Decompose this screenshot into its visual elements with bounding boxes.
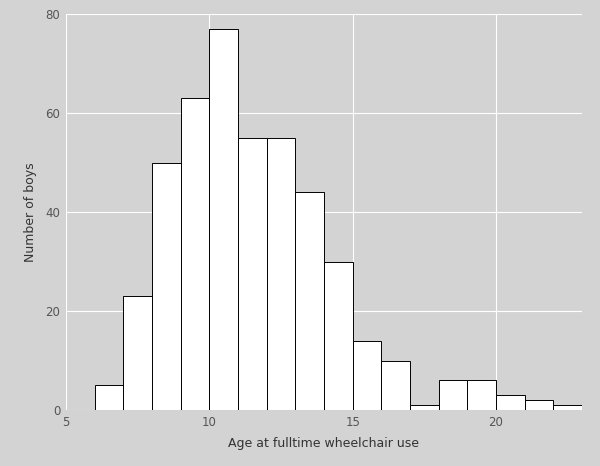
Bar bbox=[439, 380, 467, 410]
Bar bbox=[181, 98, 209, 410]
Y-axis label: Number of boys: Number of boys bbox=[24, 162, 37, 262]
Bar bbox=[410, 405, 439, 410]
Bar bbox=[152, 163, 181, 410]
Bar bbox=[553, 405, 582, 410]
Bar bbox=[238, 138, 266, 410]
Bar bbox=[353, 341, 382, 410]
Bar bbox=[95, 385, 124, 410]
Bar bbox=[209, 29, 238, 410]
Bar bbox=[496, 395, 524, 410]
Bar bbox=[295, 192, 324, 410]
Bar bbox=[524, 400, 553, 410]
Bar bbox=[467, 380, 496, 410]
Bar bbox=[266, 138, 295, 410]
Bar bbox=[324, 261, 353, 410]
X-axis label: Age at fulltime wheelchair use: Age at fulltime wheelchair use bbox=[229, 437, 419, 450]
Bar bbox=[382, 361, 410, 410]
Bar bbox=[124, 296, 152, 410]
